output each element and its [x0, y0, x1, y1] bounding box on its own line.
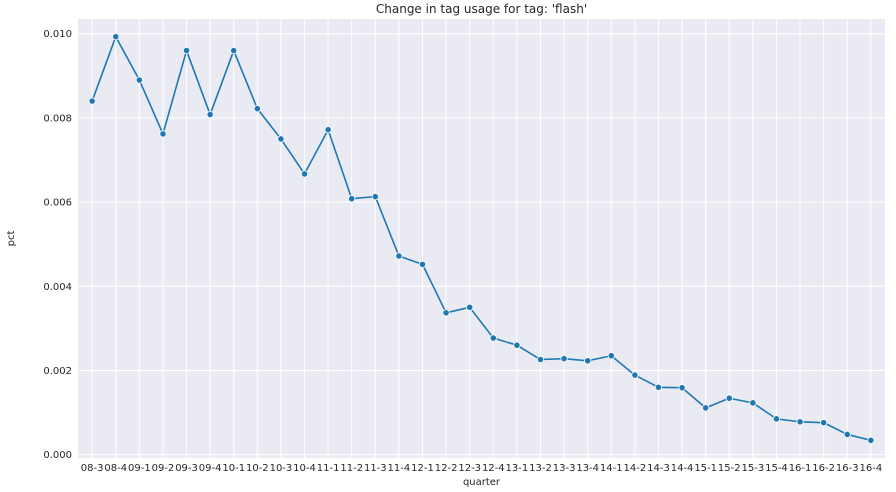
data-point	[324, 126, 332, 134]
x-tick-label: 16-3	[836, 463, 859, 474]
x-tick-label: 13-1	[506, 463, 529, 474]
x-tick-label: 16-1	[789, 463, 812, 474]
x-tick-label: 10-3	[270, 463, 293, 474]
x-tick-label: 16-2	[812, 463, 835, 474]
x-tick-label: 14-2	[624, 463, 647, 474]
data-point	[418, 260, 427, 268]
x-tick-label: 10-1	[222, 463, 245, 474]
data-point	[654, 383, 663, 391]
plot-background	[78, 19, 885, 458]
grid-lines	[78, 19, 885, 458]
series-line	[91, 35, 872, 442]
data-point	[820, 419, 828, 427]
x-tick-label: 11-3	[364, 463, 387, 474]
x-tick-label: 10-4	[293, 463, 316, 474]
x-tick-label: 15-1	[694, 463, 717, 474]
x-tick-label: 13-4	[576, 463, 599, 474]
x-tick-label: 13-3	[553, 463, 576, 474]
y-axis-title: pct	[6, 231, 17, 247]
data-point	[560, 355, 568, 363]
x-tick-label: 14-1	[600, 463, 623, 474]
y-tick-label: 0.004	[43, 282, 72, 293]
x-tick-label: 08-4	[104, 463, 127, 474]
x-tick-label: 14-4	[671, 463, 694, 474]
data-point	[348, 195, 356, 203]
data-point	[607, 352, 615, 360]
data-point	[371, 193, 379, 201]
data-point	[395, 252, 403, 260]
data-points	[88, 33, 875, 444]
y-tick-label: 0.000	[43, 450, 72, 461]
x-tick-label: 11-2	[340, 463, 363, 474]
x-tick-label: 12-2	[435, 463, 458, 474]
x-axis-title: quarter	[463, 477, 501, 488]
data-point	[772, 415, 781, 423]
data-point	[182, 46, 191, 55]
data-point	[843, 430, 851, 439]
x-tick-label: 14-3	[647, 463, 670, 474]
data-point	[253, 105, 261, 113]
chart-title: Change in tag usage for tag: 'flash'	[376, 2, 587, 16]
data-point	[867, 436, 875, 444]
data-point	[112, 33, 120, 41]
x-tick-label: 13-2	[529, 463, 552, 474]
x-tick-label: 12-1	[411, 463, 434, 474]
x-tick-label: 08-3	[81, 463, 104, 474]
x-tick-label: 12-4	[482, 463, 505, 474]
x-tick-label: 10-2	[246, 463, 269, 474]
data-point	[466, 303, 474, 311]
data-point	[442, 309, 450, 317]
x-tick-label: 15-4	[765, 463, 788, 474]
y-tick-label: 0.006	[43, 198, 72, 209]
y-tick-label: 0.002	[43, 366, 72, 377]
x-tick-label: 09-1	[128, 463, 151, 474]
x-tick-label: 15-3	[742, 463, 765, 474]
data-point	[678, 384, 686, 392]
data-point	[584, 357, 592, 365]
x-tick-label: 09-4	[199, 463, 222, 474]
data-point	[277, 135, 285, 143]
y-tick-label: 0.008	[43, 113, 72, 124]
data-point	[536, 355, 545, 364]
data-point	[300, 170, 309, 178]
y-tick-label: 0.010	[43, 29, 72, 40]
data-point	[749, 399, 757, 407]
data-point	[702, 404, 710, 412]
x-tick-label: 15-2	[718, 463, 741, 474]
data-point	[489, 334, 497, 342]
x-tick-label: 16-4	[859, 463, 882, 474]
x-tick-label: 11-4	[388, 463, 411, 474]
data-point	[88, 97, 96, 105]
data-point	[135, 76, 143, 84]
x-tick-label: 09-2	[152, 463, 175, 474]
x-tick-label: 09-3	[175, 463, 198, 474]
x-tick-label: 12-3	[458, 463, 481, 474]
data-point	[725, 394, 733, 402]
data-point	[230, 46, 238, 55]
x-tick-labels: 08-3 08-4 09-1 09-2 09-3 09-4 10-1 10-2 10-3 10-4…	[81, 463, 882, 474]
y-tick-labels: 0.000 0.002 0.004 0.006 0.008 0.010	[43, 29, 72, 461]
series-line-group	[91, 35, 872, 442]
data-point	[206, 110, 214, 119]
data-point	[631, 371, 639, 379]
data-point	[159, 130, 167, 138]
data-point	[513, 341, 521, 349]
data-point	[796, 418, 804, 426]
x-tick-label: 11-1	[317, 463, 340, 474]
